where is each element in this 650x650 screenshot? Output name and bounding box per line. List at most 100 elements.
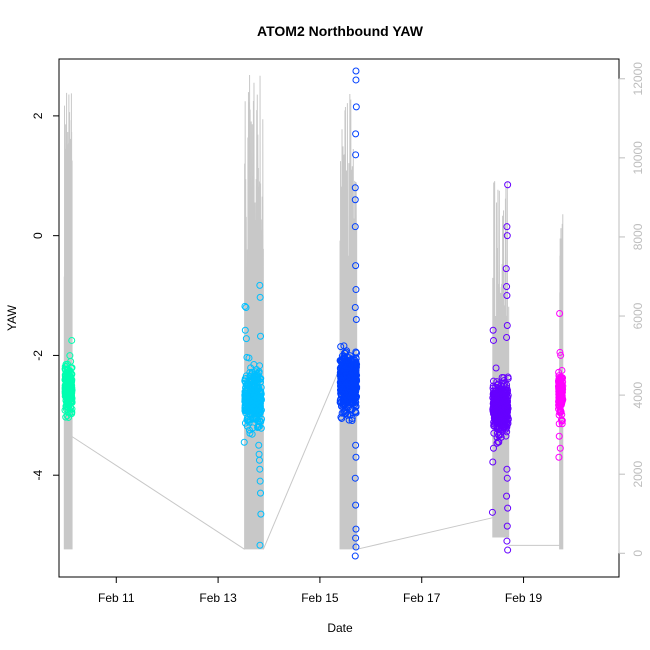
data-point (555, 405, 563, 413)
data-point (558, 374, 566, 382)
series-3 (488, 181, 512, 554)
data-point (503, 413, 511, 421)
data-point (63, 369, 71, 377)
data-point-outlier (352, 103, 360, 111)
data-point (337, 413, 345, 421)
data-point-outlier (503, 537, 511, 545)
data-point (352, 394, 360, 402)
data-point-outlier (503, 232, 511, 240)
data-point-outlier (352, 130, 360, 138)
data-point-outlier (556, 310, 564, 318)
data-point-outlier (504, 504, 512, 512)
data-point-outlier (246, 429, 254, 437)
data-point (338, 414, 346, 422)
data-point-outlier (240, 438, 248, 446)
x-axis: Feb 11 Feb 13 Feb 15 Feb 17 Feb 19 (98, 576, 543, 605)
data-point (502, 396, 510, 404)
data-point (245, 418, 253, 426)
data-point-outlier (352, 262, 360, 270)
data-point (558, 381, 566, 389)
x-tick-label: Feb 17 (403, 591, 441, 605)
data-point-outlier (503, 283, 511, 291)
points-layer (61, 67, 567, 560)
data-point (498, 385, 506, 393)
y2-tick-label: 10000 (631, 141, 645, 175)
data-point (499, 426, 507, 434)
data-point (504, 375, 512, 383)
data-point (343, 347, 351, 355)
data-point (242, 388, 250, 396)
secondary-connector-0 (71, 436, 245, 550)
data-point-outlier (351, 304, 359, 312)
chart-title: ATOM2 Northbound YAW (257, 23, 424, 39)
data-point-outlier (351, 196, 359, 204)
data-point (336, 397, 344, 405)
data-point (63, 412, 71, 420)
data-point (338, 385, 346, 393)
data-point (348, 416, 356, 424)
data-point (65, 378, 73, 386)
data-point (339, 358, 347, 366)
data-point (500, 377, 508, 385)
data-point (64, 403, 72, 411)
y-tick-label: 0 (31, 232, 45, 239)
data-point (241, 375, 249, 383)
series-0 (61, 336, 76, 421)
data-point (244, 396, 252, 404)
data-point (492, 406, 500, 414)
data-point (352, 348, 360, 356)
y-axis: 2 0 -2 -4 (31, 112, 60, 481)
data-point-outlier (352, 316, 360, 323)
data-point-outlier (352, 67, 360, 75)
x-tick-label: Feb 15 (301, 591, 339, 605)
secondary-burst-0 (63, 92, 73, 550)
data-point (558, 366, 566, 374)
data-point (557, 391, 565, 399)
data-point (558, 420, 566, 428)
y2-tick-label: 12000 (631, 62, 645, 96)
data-point (253, 365, 261, 373)
data-point-outlier (352, 151, 360, 159)
data-point (557, 393, 565, 401)
data-point-outlier (504, 181, 512, 189)
y2-axis: 0 2000 4000 6000 8000 10000 12000 (618, 62, 645, 557)
data-point-outlier (352, 453, 360, 461)
data-point-outlier (489, 336, 497, 344)
data-point (558, 417, 566, 425)
data-point-outlier (352, 441, 360, 449)
secondary-burst-3 (492, 181, 510, 538)
data-point (503, 388, 511, 396)
data-point-outlier (489, 326, 497, 334)
data-point-outlier (352, 501, 360, 509)
data-point-outlier (503, 465, 511, 473)
data-point (351, 383, 359, 391)
data-point-outlier (351, 223, 359, 231)
data-point-outlier (256, 541, 264, 549)
data-point (352, 375, 360, 383)
data-point-outlier (242, 335, 250, 343)
data-point (490, 391, 498, 399)
data-point (352, 408, 360, 416)
y-tick-label: -2 (31, 350, 45, 361)
data-point (341, 367, 349, 375)
data-point-outlier (503, 474, 511, 482)
data-point-outlier (68, 336, 76, 344)
data-point-outlier (256, 293, 264, 301)
y-tick-label: 2 (31, 112, 45, 119)
series-4 (555, 310, 567, 461)
data-point-outlier (256, 477, 264, 485)
data-point (243, 386, 251, 394)
data-point-outlier (352, 76, 360, 84)
plot-frame (58, 58, 620, 578)
data-point-outlier (256, 465, 264, 473)
data-point (64, 399, 72, 407)
data-point-outlier (504, 546, 512, 554)
data-point-outlier (489, 458, 497, 466)
data-point (64, 390, 72, 398)
data-point-outlier (556, 348, 564, 356)
series-2 (336, 67, 361, 560)
data-point-outlier (241, 302, 249, 310)
data-point (502, 432, 510, 440)
